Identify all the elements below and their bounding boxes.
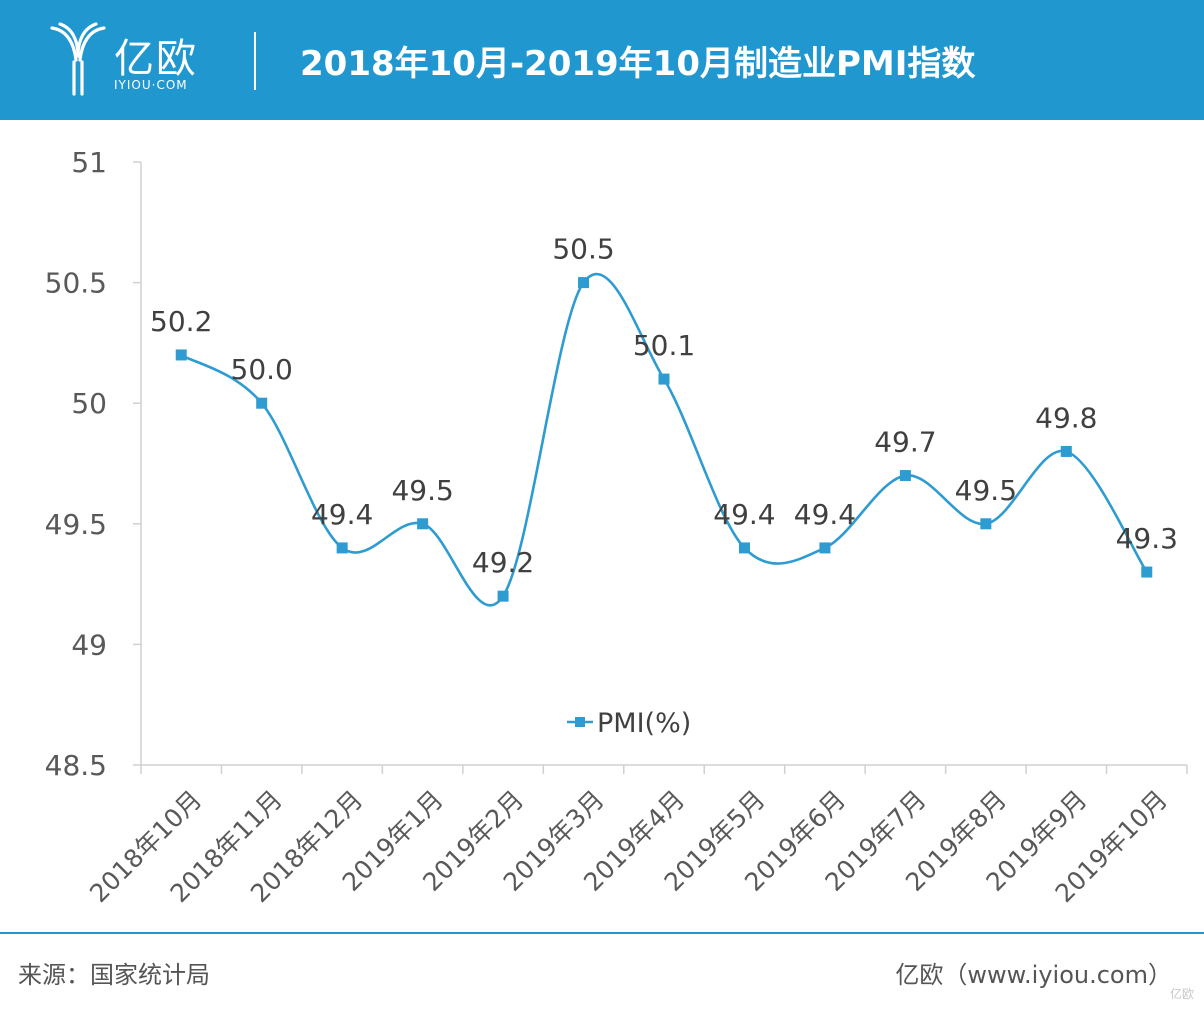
data-label: 50.2 (150, 305, 212, 338)
page-title: 2018年10月-2019年10月制造业PMI指数 (300, 44, 976, 84)
header-divider (254, 32, 256, 90)
data-point-marker (819, 542, 831, 554)
data-label: 49.7 (874, 426, 936, 459)
data-point-marker (980, 518, 992, 530)
y-tick-label: 50 (71, 387, 107, 420)
legend-marker (575, 717, 585, 727)
data-label: 49.4 (713, 498, 775, 531)
data-label: 49.8 (1035, 401, 1097, 434)
data-point-marker (899, 470, 911, 482)
pmi-line-chart: 5150.55049.54948.52018年10月2018年11月2018年1… (45, 146, 1188, 908)
y-tick-label: 51 (71, 146, 107, 179)
legend-label: PMI(%) (597, 708, 691, 739)
data-point-marker (658, 373, 670, 385)
y-tick-label: 50.5 (45, 267, 107, 300)
data-label: 50.5 (552, 233, 614, 266)
data-label: 50.1 (633, 329, 695, 362)
data-point-marker (497, 590, 509, 602)
data-point-marker (256, 397, 268, 409)
data-label: 49.5 (955, 474, 1017, 507)
series-line (180, 272, 1148, 607)
data-label: 49.2 (472, 546, 534, 579)
data-label: 49.3 (1116, 522, 1178, 555)
footer-divider (0, 932, 1204, 934)
data-point-marker (1141, 566, 1153, 578)
credit-note: 亿欧（www.iyiou.com） (895, 961, 1172, 989)
data-label: 49.4 (311, 498, 373, 531)
source-note: 来源：国家统计局 (18, 961, 210, 989)
brand-logo-icon (50, 22, 106, 96)
data-point-marker (417, 518, 429, 530)
data-label: 49.4 (794, 498, 856, 531)
data-point-marker (738, 542, 750, 554)
data-label: 49.5 (391, 474, 453, 507)
y-tick-label: 48.5 (45, 749, 107, 782)
brand-domain: IYIOU·COM (114, 78, 188, 92)
header-bar: 亿欧 IYIOU·COM 2018年10月-2019年10月制造业PMI指数 (0, 0, 1204, 120)
watermark: 亿欧 (1169, 987, 1194, 1001)
data-point-marker (175, 349, 187, 361)
y-tick-label: 49 (71, 628, 107, 661)
y-tick-label: 49.5 (45, 508, 107, 541)
data-point-marker (1060, 445, 1072, 457)
brand-logo[interactable]: 亿欧 IYIOU·COM (48, 22, 218, 100)
data-point-marker (336, 542, 348, 554)
data-label: 50.0 (231, 353, 293, 386)
brand-name: 亿欧 (114, 36, 198, 82)
data-point-marker (578, 277, 590, 289)
